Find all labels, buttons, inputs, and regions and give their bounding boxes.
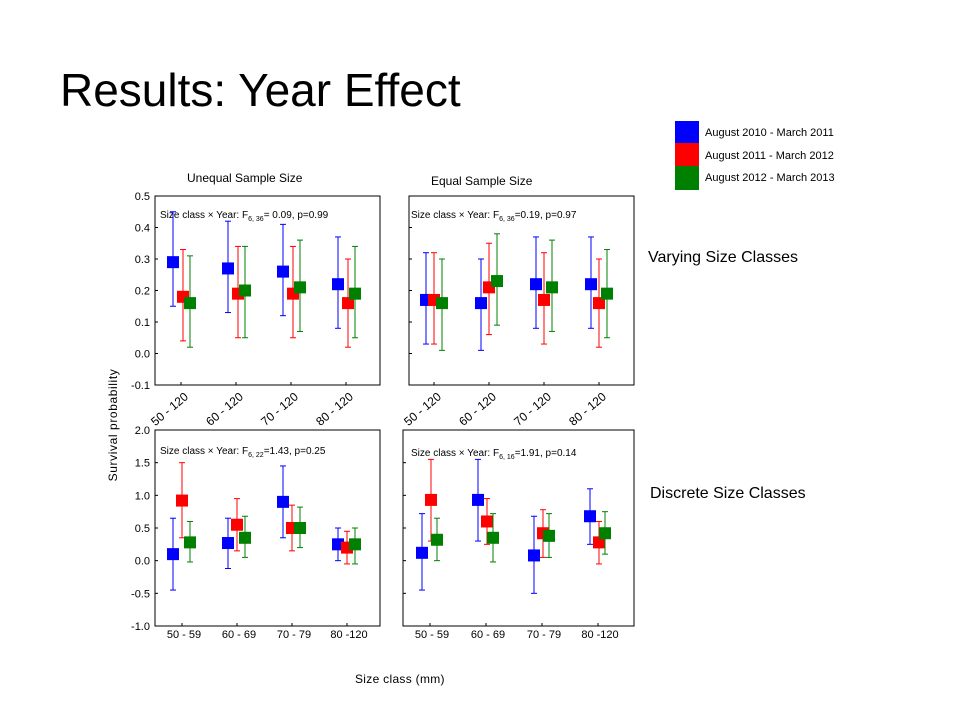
data-point xyxy=(349,538,361,551)
data-point xyxy=(472,493,484,506)
plot-frame xyxy=(402,429,635,627)
data-point xyxy=(543,529,555,542)
data-point xyxy=(184,297,196,310)
y-tick-label: 0.0 xyxy=(135,556,150,568)
x-tick-label: 80 -120 xyxy=(330,629,367,641)
x-tick-label: 80 -120 xyxy=(581,629,618,641)
x-tick-label: 50 - 120 xyxy=(148,389,191,428)
x-tick-label: 80 - 120 xyxy=(566,389,609,428)
x-tick-label: 70 - 79 xyxy=(527,629,561,641)
chart-panel-bottom-right: 50 - 59 60 - 69 70 - 79 80 -120 Size class ×… xyxy=(402,429,635,641)
legend-label-2010: August 2010 - March 2011 xyxy=(705,127,834,139)
data-point xyxy=(239,284,251,297)
x-tick-label: 70 - 79 xyxy=(277,629,311,641)
data-point xyxy=(277,265,289,278)
chart-panel-top-right: 50 - 120 60 - 120 70 - 120 80 - 120 Size cla… xyxy=(401,195,635,429)
row-label-varying: Varying Size Classes xyxy=(648,249,798,266)
data-point xyxy=(585,278,597,291)
y-tick-label: 0.3 xyxy=(135,254,150,266)
data-point xyxy=(184,536,196,549)
y-tick-label: 0.4 xyxy=(135,223,150,235)
x-tick-label: 50 - 59 xyxy=(167,629,201,641)
data-point xyxy=(593,536,605,549)
legend-swatch-2011 xyxy=(675,143,699,167)
y-tick-label: -1.0 xyxy=(131,621,150,633)
y-tick-label: 1.5 xyxy=(135,458,150,470)
data-point xyxy=(475,297,487,310)
data-point xyxy=(342,297,354,310)
y-tick-label: 2.0 xyxy=(135,425,150,437)
y-tick-label: -0.5 xyxy=(131,588,150,600)
legend-swatch-2010 xyxy=(675,121,699,145)
chart-panel-bottom-left: 2.0 1.5 1.0 0.5 0.0 -0.5 -1.0 50 - 59 60 - 69 70 … xyxy=(131,425,381,641)
data-point xyxy=(425,493,437,506)
y-tick-label: 0.2 xyxy=(135,286,150,298)
y-tick-label: 0.5 xyxy=(135,523,150,535)
plot-frame xyxy=(154,429,381,627)
x-tick-label: 70 - 120 xyxy=(258,389,301,428)
heading-unequal-sample-size: Unequal Sample Size xyxy=(187,171,303,185)
stats-annotation: Size class × Year: F6, 16=1.91, p=0.14 xyxy=(411,448,577,461)
stats-annotation: Size class × Year: F6, 36=0.19, p=0.97 xyxy=(411,210,577,223)
x-tick-label: 60 - 120 xyxy=(456,389,499,428)
data-point xyxy=(231,518,243,531)
data-point xyxy=(222,262,234,275)
stats-annotation: Size class × Year: F6, 22=1.43, p=0.25 xyxy=(160,446,326,459)
x-tick-label: 80 - 120 xyxy=(313,389,356,428)
x-tick-label: 50 - 120 xyxy=(401,389,444,428)
y-tick-label: 0.1 xyxy=(135,317,150,329)
x-tick-label: 70 - 120 xyxy=(511,389,554,428)
data-point xyxy=(436,297,448,310)
chart-panel-top-left: 0.5 0.4 0.3 0.2 0.1 0.0 -0.150 - 120 60 - 120 70… xyxy=(131,191,381,429)
x-tick-label: 50 - 59 xyxy=(415,629,449,641)
y-tick-label: 0.5 xyxy=(135,191,150,203)
y-tick-label: 1.0 xyxy=(135,490,150,502)
plot-frame xyxy=(154,195,381,386)
x-tick-label: 60 - 69 xyxy=(222,629,256,641)
data-point xyxy=(167,548,179,561)
data-point xyxy=(528,549,540,562)
data-point xyxy=(487,531,499,544)
data-point xyxy=(538,293,550,306)
plot-frame xyxy=(408,195,635,386)
heading-equal-sample-size: Equal Sample Size xyxy=(431,174,533,188)
x-tick-label: 60 - 120 xyxy=(203,389,246,428)
legend-label-2012: August 2012 - March 2013 xyxy=(705,172,835,184)
x-tick-label: 60 - 69 xyxy=(471,629,505,641)
data-point xyxy=(277,495,289,508)
data-point xyxy=(481,515,493,528)
legend-swatch-2012 xyxy=(675,166,699,190)
data-point xyxy=(530,278,542,291)
y-tick-label: 0.0 xyxy=(135,349,150,361)
data-point xyxy=(599,527,611,540)
data-point xyxy=(349,287,361,300)
data-point xyxy=(416,546,428,559)
stats-annotation: Size class × Year: F6, 36= 0.09, p=0.99 xyxy=(160,210,329,223)
legend-label-2011: August 2011 - March 2012 xyxy=(705,150,834,162)
data-point xyxy=(431,533,443,546)
data-point xyxy=(294,522,306,534)
slide-title: Results: Year Effect xyxy=(60,64,461,116)
data-point xyxy=(546,281,558,294)
y-tick-label: -0.1 xyxy=(131,380,150,392)
data-point xyxy=(176,494,188,507)
data-point xyxy=(584,510,596,523)
data-point xyxy=(593,297,605,310)
data-point xyxy=(491,275,503,288)
data-point xyxy=(167,256,179,269)
data-point xyxy=(601,287,613,300)
data-point xyxy=(222,537,234,550)
data-point xyxy=(294,281,306,294)
row-label-discrete: Discrete Size Classes xyxy=(650,485,806,502)
x-axis-title: Size class (mm) xyxy=(355,672,445,686)
data-point xyxy=(332,278,344,291)
data-point xyxy=(239,531,251,544)
